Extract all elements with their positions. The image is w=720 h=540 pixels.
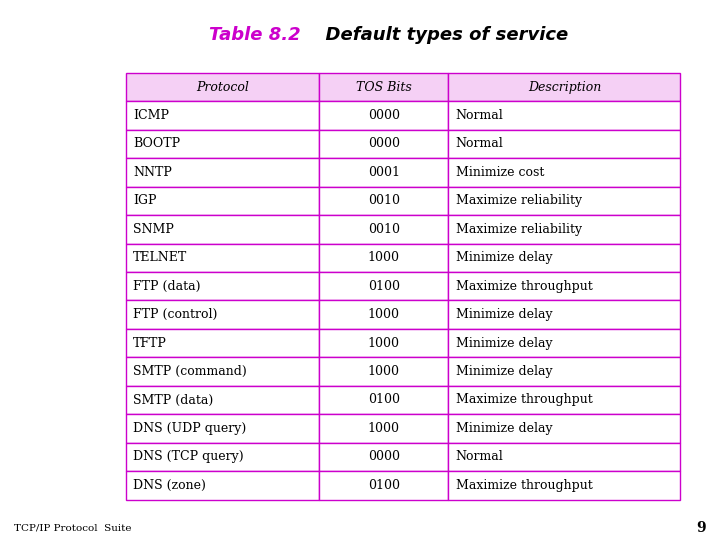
Bar bbox=[449, 272, 680, 300]
Bar bbox=[126, 244, 320, 272]
Text: Maximize reliability: Maximize reliability bbox=[456, 194, 582, 207]
Text: 1000: 1000 bbox=[368, 336, 400, 349]
Bar bbox=[126, 386, 320, 414]
Text: 1000: 1000 bbox=[368, 308, 400, 321]
Bar bbox=[449, 471, 680, 500]
Text: Minimize delay: Minimize delay bbox=[456, 422, 552, 435]
Text: 9: 9 bbox=[696, 521, 706, 535]
Bar bbox=[449, 414, 680, 443]
Text: 1000: 1000 bbox=[368, 422, 400, 435]
Text: Maximize throughput: Maximize throughput bbox=[456, 479, 593, 492]
Text: Normal: Normal bbox=[456, 450, 503, 463]
Bar bbox=[126, 272, 320, 300]
Text: FTP (control): FTP (control) bbox=[133, 308, 217, 321]
Text: 1000: 1000 bbox=[368, 251, 400, 264]
Bar bbox=[449, 244, 680, 272]
Text: Normal: Normal bbox=[456, 109, 503, 122]
Text: DNS (TCP query): DNS (TCP query) bbox=[133, 450, 244, 463]
Text: Minimize delay: Minimize delay bbox=[456, 308, 552, 321]
Text: 0100: 0100 bbox=[368, 280, 400, 293]
Bar bbox=[126, 329, 320, 357]
Bar bbox=[126, 357, 320, 386]
Text: SMTP (data): SMTP (data) bbox=[133, 394, 213, 407]
Text: 0100: 0100 bbox=[368, 479, 400, 492]
Text: 1000: 1000 bbox=[368, 365, 400, 378]
Text: Maximize reliability: Maximize reliability bbox=[456, 223, 582, 236]
Bar bbox=[126, 73, 320, 102]
Bar bbox=[320, 300, 449, 329]
Text: Table 8.2: Table 8.2 bbox=[209, 26, 300, 44]
Bar bbox=[320, 471, 449, 500]
Text: DNS (UDP query): DNS (UDP query) bbox=[133, 422, 246, 435]
Bar bbox=[449, 73, 680, 102]
Text: Minimize cost: Minimize cost bbox=[456, 166, 544, 179]
Bar bbox=[126, 300, 320, 329]
Bar bbox=[449, 158, 680, 187]
Bar bbox=[320, 329, 449, 357]
Bar bbox=[126, 158, 320, 187]
Text: SNMP: SNMP bbox=[133, 223, 174, 236]
Text: Minimize delay: Minimize delay bbox=[456, 251, 552, 264]
Text: 0001: 0001 bbox=[368, 166, 400, 179]
Bar bbox=[320, 244, 449, 272]
Text: 0100: 0100 bbox=[368, 394, 400, 407]
Bar bbox=[449, 329, 680, 357]
Text: ICMP: ICMP bbox=[133, 109, 169, 122]
Text: Description: Description bbox=[528, 80, 601, 93]
Text: TOS Bits: TOS Bits bbox=[356, 80, 412, 93]
Text: SMTP (command): SMTP (command) bbox=[133, 365, 247, 378]
Text: 0010: 0010 bbox=[368, 223, 400, 236]
Bar bbox=[449, 130, 680, 158]
Text: DNS (zone): DNS (zone) bbox=[133, 479, 206, 492]
Bar bbox=[126, 443, 320, 471]
Text: 0010: 0010 bbox=[368, 194, 400, 207]
Bar bbox=[320, 357, 449, 386]
Bar bbox=[320, 158, 449, 187]
Text: NNTP: NNTP bbox=[133, 166, 172, 179]
Bar bbox=[449, 443, 680, 471]
Bar bbox=[320, 272, 449, 300]
Bar bbox=[320, 130, 449, 158]
Text: TFTP: TFTP bbox=[133, 336, 167, 349]
Bar bbox=[320, 187, 449, 215]
Text: TELNET: TELNET bbox=[133, 251, 187, 264]
Text: Maximize throughput: Maximize throughput bbox=[456, 394, 593, 407]
Bar bbox=[126, 215, 320, 244]
Bar bbox=[126, 414, 320, 443]
Text: BOOTP: BOOTP bbox=[133, 138, 180, 151]
Text: Normal: Normal bbox=[456, 138, 503, 151]
Text: Protocol: Protocol bbox=[197, 80, 249, 93]
Bar bbox=[320, 102, 449, 130]
Bar bbox=[320, 386, 449, 414]
Text: TCP/IP Protocol  Suite: TCP/IP Protocol Suite bbox=[14, 524, 132, 532]
Bar bbox=[449, 102, 680, 130]
Text: Minimize delay: Minimize delay bbox=[456, 336, 552, 349]
Bar bbox=[320, 73, 449, 102]
Text: Minimize delay: Minimize delay bbox=[456, 365, 552, 378]
Text: IGP: IGP bbox=[133, 194, 157, 207]
Bar bbox=[126, 130, 320, 158]
Bar bbox=[126, 187, 320, 215]
Bar bbox=[126, 471, 320, 500]
Bar bbox=[320, 414, 449, 443]
Text: FTP (data): FTP (data) bbox=[133, 280, 201, 293]
Bar bbox=[320, 443, 449, 471]
Bar bbox=[126, 102, 320, 130]
Bar bbox=[449, 215, 680, 244]
Bar bbox=[320, 215, 449, 244]
Text: 0000: 0000 bbox=[368, 450, 400, 463]
Text: 0000: 0000 bbox=[368, 138, 400, 151]
Bar bbox=[449, 300, 680, 329]
Text: Default types of service: Default types of service bbox=[313, 26, 569, 44]
Text: Maximize throughput: Maximize throughput bbox=[456, 280, 593, 293]
Text: 0000: 0000 bbox=[368, 109, 400, 122]
Bar bbox=[449, 357, 680, 386]
Bar bbox=[449, 187, 680, 215]
Bar bbox=[449, 386, 680, 414]
